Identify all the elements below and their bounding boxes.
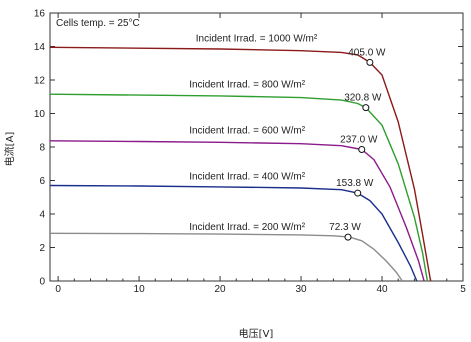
mpp-label-2: 237.0 W (340, 135, 378, 146)
y-tick-label: 4 (39, 210, 45, 221)
mpp-marker-1 (362, 104, 370, 112)
y-tick-label: 10 (34, 109, 46, 120)
mpp-label-0: 405.0 W (348, 47, 386, 58)
mpp-label-3: 153.8 W (336, 178, 374, 189)
y-tick-label: 12 (34, 76, 46, 87)
series-label-1: Incident Irrad. = 800 W/m² (189, 80, 306, 91)
y-tick-label: 14 (34, 42, 46, 53)
labels-layer: Incident Irrad. = 1000 W/m² 405.0 W Incide… (189, 33, 386, 233)
y-tick-label: 6 (39, 176, 45, 187)
x-tick-label: 10 (134, 284, 146, 295)
mpp-label-1: 320.8 W (344, 93, 382, 104)
x-tick-label: 40 (376, 284, 388, 295)
mpp-marker-0 (366, 58, 374, 66)
y-tick-label: 0 (39, 277, 45, 288)
series-label-0: Incident Irrad. = 1000 W/m² (196, 33, 318, 44)
y-tick-label: 16 (34, 9, 46, 20)
series-label-4: Incident Irrad. = 200 W/m² (189, 222, 306, 233)
series-line-1 (49, 93, 429, 282)
x-tick-label: 0 (55, 284, 61, 295)
x-tick-label: 30 (295, 284, 307, 295)
mpp-label-4: 72.3 W (329, 222, 361, 233)
y-tick-label: 8 (39, 143, 45, 154)
temperature-note: Cells temp. = 25°C (56, 18, 140, 29)
mpp-marker-2 (358, 146, 366, 154)
x-tick-label: 20 (214, 284, 226, 295)
series-line-0 (49, 46, 432, 282)
plot-area (49, 12, 464, 282)
mpp-marker-3 (354, 189, 362, 197)
x-tick-label: 5 (460, 284, 466, 295)
mpp-marker-4 (344, 233, 352, 241)
series-label-2: Incident Irrad. = 600 W/m² (189, 126, 306, 137)
y-tick-label: 2 (39, 243, 45, 254)
series-layer (49, 46, 432, 282)
series-label-3: Incident Irrad. = 400 W/m² (189, 172, 306, 183)
y-axis-title: 电流[A] (3, 132, 16, 167)
x-axis-title: 电压[V] (239, 327, 274, 340)
